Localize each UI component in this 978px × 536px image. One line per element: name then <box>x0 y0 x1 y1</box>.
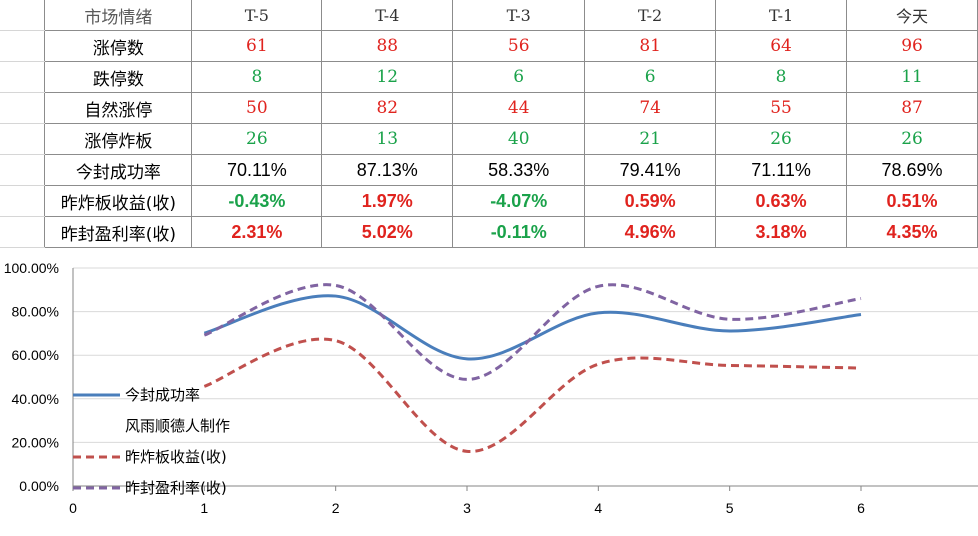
table-cell[interactable]: 4.35% <box>846 216 978 248</box>
header-period-cell[interactable]: 今天 <box>846 0 978 31</box>
row-stub-cell <box>0 0 46 31</box>
table-cell[interactable]: -0.11% <box>452 216 586 248</box>
y-tick-label: 60.00% <box>12 347 59 363</box>
row-stub-cell <box>0 123 46 155</box>
table-cell[interactable]: 87 <box>846 92 978 124</box>
table-cell[interactable]: 13 <box>321 123 454 155</box>
table-cell[interactable]: 44 <box>452 92 586 124</box>
row-stub-cell <box>0 92 46 124</box>
market-sentiment-table: 市场情绪 T-5 T-4 T-3 T-2 T-1 今天 涨停数 61 88 56 81 64 96 跌停数 8… <box>0 0 978 248</box>
header-period-cell[interactable]: T-5 <box>191 0 323 31</box>
table-cell[interactable]: 26 <box>191 123 323 155</box>
row-label-cell[interactable]: 昨封盈利率(收) <box>44 216 193 248</box>
table-cell[interactable]: 21 <box>584 123 717 155</box>
x-tick-label: 3 <box>463 500 471 516</box>
table-cell[interactable]: 4.96% <box>584 216 717 248</box>
legend-label: 风雨顺德人制作 <box>125 417 230 435</box>
series-line-2 <box>203 337 862 453</box>
row-stub-cell <box>0 216 46 248</box>
table-cell[interactable]: 74 <box>584 92 717 124</box>
table-cell[interactable]: 26 <box>715 123 848 155</box>
table-cell[interactable]: 71.11% <box>715 154 848 186</box>
row-label-cell[interactable]: 涨停炸板 <box>44 123 193 155</box>
table-row: 涨停数 61 88 56 81 64 96 <box>0 30 978 62</box>
table-cell[interactable]: 26 <box>846 123 978 155</box>
x-tick-label: 2 <box>332 500 340 516</box>
header-period-cell[interactable]: T-1 <box>715 0 848 31</box>
header-label-cell[interactable]: 市场情绪 <box>44 0 193 31</box>
row-stub-cell <box>0 154 46 186</box>
table-cell[interactable]: 79.41% <box>584 154 717 186</box>
table-row: 自然涨停 50 82 44 74 55 87 <box>0 92 978 124</box>
legend-label: 今封成功率 <box>125 386 200 404</box>
x-tick-label: 0 <box>69 500 77 516</box>
table-row: 今封成功率 70.11% 87.13% 58.33% 79.41% 71.11% 78.69… <box>0 154 978 186</box>
table-cell[interactable]: 5.02% <box>321 216 454 248</box>
chart-svg: 0.00% 20.00% 40.00% 60.00% 80.00% 100.00% 0 1 2… <box>4 260 978 516</box>
row-label-cell[interactable]: 自然涨停 <box>44 92 193 124</box>
table-row: 昨炸板收益(收) -0.43% 1.97% -4.07% 0.59% 0.63% 0.51% <box>0 185 978 217</box>
table-cell[interactable]: 8 <box>191 61 323 93</box>
table-cell[interactable]: 6 <box>584 61 717 93</box>
table-cell[interactable]: 2.31% <box>191 216 323 248</box>
table-cell[interactable]: 64 <box>715 30 848 62</box>
y-tick-label: 80.00% <box>12 304 59 320</box>
table-cell[interactable]: 87.13% <box>321 154 454 186</box>
table-cell[interactable]: 56 <box>452 30 586 62</box>
table-cell[interactable]: 81 <box>584 30 717 62</box>
row-label-cell[interactable]: 跌停数 <box>44 61 193 93</box>
table-row: 昨封盈利率(收) 2.31% 5.02% -0.11% 4.96% 3.18% 4.35% <box>0 216 978 248</box>
y-tick-label: 20.00% <box>12 434 59 450</box>
table-row: 涨停炸板 26 13 40 21 26 26 <box>0 123 978 155</box>
table-cell[interactable]: 55 <box>715 92 848 124</box>
table-cell[interactable]: 61 <box>191 30 323 62</box>
table-cell[interactable]: 78.69% <box>846 154 978 186</box>
table-header-row: 市场情绪 T-5 T-4 T-3 T-2 T-1 今天 <box>0 0 978 31</box>
table-cell[interactable]: 70.11% <box>191 154 323 186</box>
row-stub-cell <box>0 185 46 217</box>
table-cell[interactable]: 0.63% <box>715 185 848 217</box>
x-tick-label: 6 <box>857 500 865 516</box>
row-label-cell[interactable]: 今封成功率 <box>44 154 193 186</box>
table-cell[interactable]: 8 <box>715 61 848 93</box>
header-period-cell[interactable]: T-3 <box>452 0 586 31</box>
legend-label: 昨封盈利率(收) <box>125 479 227 497</box>
table-cell[interactable]: 58.33% <box>452 154 586 186</box>
table-cell[interactable]: -4.07% <box>452 185 586 217</box>
table-cell[interactable]: 1.97% <box>321 185 454 217</box>
y-tick-label: 100.00% <box>4 260 59 276</box>
table-cell[interactable]: 3.18% <box>715 216 848 248</box>
series-line-3 <box>203 283 862 381</box>
table-cell[interactable]: -0.43% <box>191 185 323 217</box>
y-tick-label: 40.00% <box>12 391 59 407</box>
row-stub-cell <box>0 61 46 93</box>
table-cell[interactable]: 40 <box>452 123 586 155</box>
table-cell[interactable]: 50 <box>191 92 323 124</box>
row-label-cell[interactable]: 昨炸板收益(收) <box>44 185 193 217</box>
table-cell[interactable]: 12 <box>321 61 454 93</box>
table-cell[interactable]: 0.51% <box>846 185 978 217</box>
row-stub-cell <box>0 30 46 62</box>
x-tick-label: 5 <box>726 500 734 516</box>
table-cell[interactable]: 88 <box>321 30 454 62</box>
header-period-cell[interactable]: T-2 <box>584 0 717 31</box>
line-chart: 0.00% 20.00% 40.00% 60.00% 80.00% 100.00% 0 1 2… <box>0 250 978 536</box>
series-line-1 <box>203 294 862 361</box>
header-period-cell[interactable]: T-4 <box>321 0 454 31</box>
table-cell[interactable]: 6 <box>452 61 586 93</box>
x-tick-label: 4 <box>594 500 602 516</box>
legend-label: 昨炸板收益(收) <box>125 448 227 466</box>
x-tick-label: 1 <box>200 500 208 516</box>
row-label-cell[interactable]: 涨停数 <box>44 30 193 62</box>
table-cell[interactable]: 0.59% <box>584 185 717 217</box>
table-cell[interactable]: 96 <box>846 30 978 62</box>
table-cell[interactable]: 11 <box>846 61 978 93</box>
y-tick-label: 0.00% <box>19 478 59 494</box>
table-row: 跌停数 8 12 6 6 8 11 <box>0 61 978 93</box>
table-cell[interactable]: 82 <box>321 92 454 124</box>
